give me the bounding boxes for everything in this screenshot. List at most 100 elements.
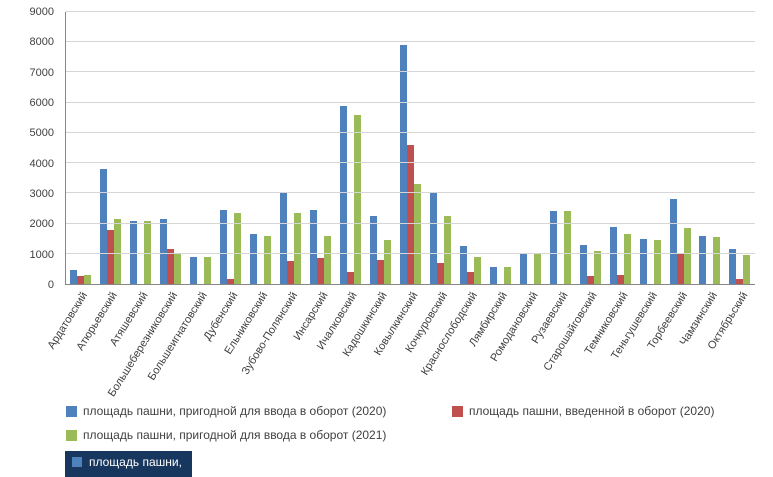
bar bbox=[519, 253, 527, 284]
bar bbox=[413, 184, 421, 284]
bar-group bbox=[485, 12, 515, 284]
y-tick-label: 1000 bbox=[29, 248, 54, 261]
bar bbox=[579, 244, 587, 284]
bar bbox=[347, 271, 355, 284]
bar bbox=[287, 261, 295, 284]
x-axis: Ардатовский Атюрьевский Атяшевский Большебе… bbox=[46, 288, 755, 399]
bar-group bbox=[186, 12, 216, 284]
bar-group bbox=[246, 12, 276, 284]
bar bbox=[264, 235, 272, 284]
bar bbox=[609, 226, 617, 284]
bar bbox=[429, 193, 437, 284]
bar bbox=[736, 279, 744, 284]
bar bbox=[436, 262, 444, 284]
bar bbox=[593, 250, 601, 284]
y-axis: 0 1000 2000 3000 4000 5000 6000 7000 8000 9000 bbox=[0, 6, 60, 291]
bar bbox=[406, 144, 414, 284]
bar-group bbox=[455, 12, 485, 284]
bar-group bbox=[216, 12, 246, 284]
bar bbox=[317, 258, 325, 284]
bar bbox=[399, 45, 407, 284]
gridline bbox=[66, 11, 755, 12]
bar bbox=[384, 240, 391, 284]
bar-group bbox=[276, 12, 306, 284]
bar bbox=[473, 256, 481, 284]
y-tick-label: 0 bbox=[47, 279, 54, 291]
bar bbox=[114, 219, 122, 284]
gridline bbox=[66, 41, 755, 43]
legend-swatch-icon bbox=[66, 429, 77, 441]
x-axis-label: Большеигнатовский bbox=[146, 290, 211, 383]
legend-item: площадь пашни, пригодной для ввода в обо… bbox=[66, 428, 386, 442]
bar bbox=[77, 276, 85, 284]
bar bbox=[340, 105, 348, 284]
bar bbox=[683, 228, 691, 284]
bar-chart: 0 1000 2000 3000 4000 5000 6000 7000 8000 9000 Ар… bbox=[0, 6, 755, 477]
legend-column-left: площадь пашни, пригодной для ввода в обо… bbox=[66, 404, 386, 442]
gridline bbox=[66, 192, 755, 194]
bar bbox=[107, 229, 115, 284]
bar bbox=[623, 234, 631, 284]
bar bbox=[466, 271, 474, 284]
bar bbox=[324, 235, 332, 284]
bar bbox=[280, 191, 288, 284]
bar-group bbox=[575, 12, 605, 284]
bar bbox=[204, 256, 212, 284]
gridline bbox=[66, 101, 755, 103]
bar bbox=[489, 267, 497, 284]
bar bbox=[549, 211, 557, 284]
bar bbox=[130, 220, 138, 284]
bar bbox=[443, 216, 451, 284]
bar bbox=[676, 253, 684, 284]
gridline bbox=[66, 71, 755, 73]
bar bbox=[84, 274, 92, 284]
bar-group bbox=[635, 12, 665, 284]
bar bbox=[586, 276, 594, 284]
x-axis-label: Зубово-Полянский bbox=[239, 290, 301, 377]
bar-group bbox=[665, 12, 695, 284]
bar-group bbox=[695, 12, 725, 284]
y-tick-label: 9000 bbox=[29, 6, 54, 18]
bar bbox=[563, 211, 571, 284]
gridline bbox=[66, 252, 755, 254]
legend-column-right: площадь пашни, введенной в оборот (2020) bbox=[452, 404, 714, 418]
bar bbox=[190, 256, 198, 284]
legend-swatch-icon bbox=[66, 405, 77, 417]
bar bbox=[160, 219, 168, 284]
bar-group bbox=[366, 12, 396, 284]
bar-group bbox=[96, 12, 126, 284]
bar bbox=[220, 209, 228, 284]
legend-label: площадь пашни, пригодной для ввода в обо… bbox=[83, 428, 387, 442]
bar bbox=[503, 267, 511, 284]
legend-label: площадь пашни, пригодной для ввода в обо… bbox=[83, 404, 387, 418]
legend-swatch-icon bbox=[72, 457, 82, 467]
y-tick-label: 3000 bbox=[29, 188, 54, 200]
bar-group bbox=[605, 12, 635, 284]
y-tick-label: 6000 bbox=[29, 97, 54, 109]
bar-group bbox=[336, 12, 366, 284]
bar bbox=[669, 199, 677, 284]
bar bbox=[370, 216, 377, 284]
badge-label: площадь пашни, bbox=[89, 455, 182, 469]
legend-highlight-badge: площадь пашни, bbox=[65, 451, 192, 477]
y-tick-label: 4000 bbox=[29, 157, 54, 170]
bar bbox=[459, 246, 467, 284]
bar-group bbox=[156, 12, 186, 284]
gridline bbox=[66, 131, 755, 133]
bar bbox=[699, 235, 707, 284]
bar-group bbox=[306, 12, 336, 284]
bar-group bbox=[725, 12, 755, 284]
bar-group bbox=[66, 12, 96, 284]
bar bbox=[377, 259, 384, 284]
gridline bbox=[66, 162, 755, 164]
bar bbox=[713, 237, 721, 284]
bar bbox=[354, 114, 362, 284]
bar bbox=[616, 274, 624, 284]
legend-item: площадь пашни, введенной в оборот (2020) bbox=[452, 404, 714, 418]
x-axis-label: Старошайговский bbox=[542, 290, 601, 374]
bar-group bbox=[425, 12, 455, 284]
bar-group bbox=[515, 12, 545, 284]
bar bbox=[167, 249, 175, 284]
bar bbox=[227, 279, 235, 284]
legend-item: площадь пашни, пригодной для ввода в обо… bbox=[66, 404, 386, 418]
